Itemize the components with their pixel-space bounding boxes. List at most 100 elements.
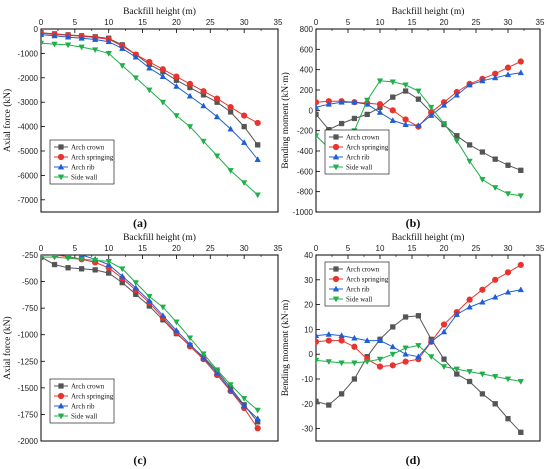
- data-point: [325, 330, 332, 337]
- data-point: [376, 78, 384, 85]
- series-side-wall: [316, 343, 524, 385]
- data-point: [402, 314, 409, 320]
- data-point: [415, 313, 422, 319]
- x-tick-label: 35: [536, 244, 545, 253]
- data-point: [227, 103, 234, 111]
- data-point: [504, 269, 512, 276]
- y-axis-label: Axial force (kN): [2, 89, 13, 152]
- data-point: [64, 255, 72, 262]
- data-point: [364, 97, 371, 104]
- legend-label: Arch rib: [71, 403, 95, 411]
- x-tick-label: 35: [274, 244, 283, 253]
- data-point: [326, 402, 332, 408]
- data-point: [492, 374, 499, 380]
- data-point: [119, 266, 126, 273]
- data-point: [402, 358, 409, 365]
- data-point: [106, 270, 112, 276]
- data-point: [240, 180, 248, 187]
- y-tick-label: 30: [304, 276, 313, 285]
- data-point: [376, 337, 384, 343]
- data-point: [173, 327, 180, 333]
- legend-label: Arch rib: [346, 286, 370, 294]
- data-point: [316, 111, 319, 118]
- data-point: [440, 328, 448, 335]
- data-point: [415, 88, 422, 95]
- y-tick-label: -600: [297, 167, 314, 176]
- y-tick-label: 40: [304, 251, 313, 260]
- data-point: [402, 82, 409, 89]
- y-tick-label: 0: [34, 25, 39, 34]
- y-tick-label: -1250: [18, 357, 39, 366]
- data-point: [466, 296, 473, 303]
- data-point: [453, 311, 460, 317]
- data-point: [351, 343, 358, 350]
- data-point: [254, 407, 261, 414]
- legend-label: Side wall: [346, 296, 372, 304]
- data-point: [517, 58, 524, 65]
- data-point: [91, 47, 99, 54]
- data-point: [241, 112, 248, 119]
- data-point: [241, 123, 247, 130]
- data-point: [504, 288, 512, 295]
- legend-marker: [332, 285, 340, 292]
- data-point: [428, 104, 435, 111]
- data-point: [173, 73, 180, 80]
- data-point: [517, 286, 524, 293]
- legend-label: Side wall: [71, 174, 97, 182]
- legend: Arch crown Arch springing Arch rib Side wal…: [324, 129, 390, 175]
- data-point: [492, 293, 499, 300]
- y-tick-label: -200: [297, 127, 314, 136]
- legend-marker: [57, 413, 65, 420]
- series-line: [316, 315, 522, 433]
- series-arch-rib: [41, 31, 261, 162]
- data-point: [428, 112, 435, 118]
- series-arch-rib: [316, 69, 524, 128]
- data-point: [64, 33, 72, 40]
- data-point: [440, 321, 448, 328]
- data-point: [402, 121, 409, 127]
- data-point: [325, 359, 332, 366]
- data-point: [376, 356, 384, 363]
- data-point: [91, 257, 99, 264]
- data-point: [517, 193, 524, 200]
- data-point: [466, 369, 473, 375]
- data-point: [255, 142, 261, 148]
- data-point: [338, 337, 345, 344]
- x-tick-label: 5: [346, 244, 351, 253]
- data-point: [351, 98, 358, 105]
- data-point: [415, 122, 422, 128]
- data-point: [504, 376, 512, 383]
- x-tick-label: 5: [346, 18, 351, 27]
- y-tick-label: -1000: [293, 208, 314, 217]
- legend-marker: [332, 275, 340, 283]
- data-point: [51, 32, 58, 39]
- data-point: [186, 340, 194, 347]
- data-point: [254, 192, 261, 199]
- legend-label: Arch springing: [71, 154, 114, 162]
- data-point: [504, 71, 512, 78]
- x-axis-label: Backfill height (m): [392, 232, 465, 243]
- data-point: [200, 102, 207, 109]
- x-tick-label: 25: [206, 18, 215, 27]
- data-point: [479, 371, 486, 378]
- data-point: [132, 284, 139, 291]
- data-point: [105, 38, 112, 45]
- legend-label: Arch rib: [346, 154, 370, 162]
- data-point: [254, 415, 261, 422]
- x-tick-label: 0: [39, 18, 44, 27]
- y-tick-label: -30: [301, 425, 313, 434]
- legend-label: Arch rib: [71, 164, 95, 172]
- data-point: [132, 53, 139, 60]
- data-point: [105, 50, 112, 57]
- data-point: [65, 265, 71, 271]
- data-point: [200, 351, 207, 358]
- data-point: [338, 98, 345, 105]
- x-tick-label: 20: [172, 18, 181, 27]
- y-tick-label: -1000: [18, 49, 39, 58]
- data-point: [227, 386, 234, 393]
- data-point: [505, 162, 511, 168]
- y-tick-label: -10: [301, 375, 313, 384]
- data-point: [316, 99, 320, 106]
- y-tick-label: 200: [300, 86, 314, 95]
- data-point: [389, 351, 396, 358]
